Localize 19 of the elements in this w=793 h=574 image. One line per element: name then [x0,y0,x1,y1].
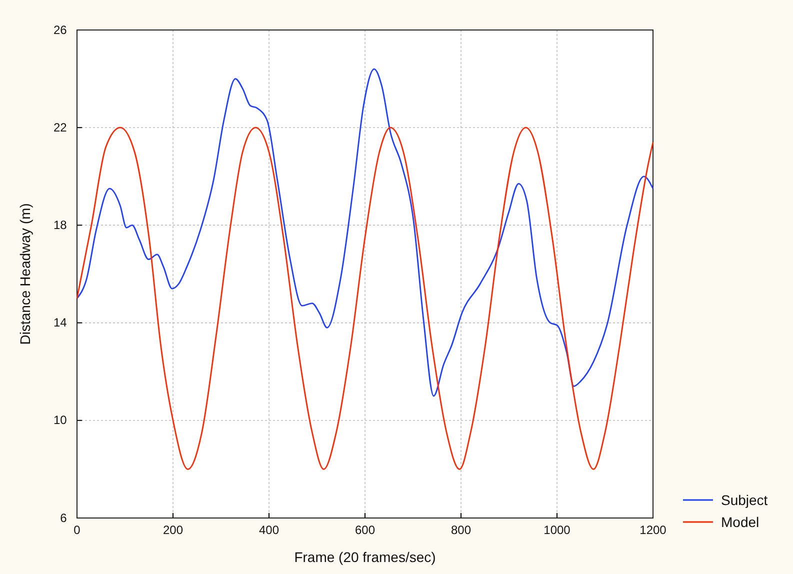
x-tick-label: 400 [258,523,280,538]
x-tick-label: 800 [450,523,472,538]
x-tick-label: 0 [74,523,81,538]
y-tick-label: 26 [53,22,68,37]
y-tick-label: 18 [53,218,68,232]
x-tick-label: 600 [354,523,376,538]
y-tick-label: 10 [53,413,68,428]
legend-label: Subject [721,492,768,508]
line-series [76,126,654,470]
y-tick-label: 22 [53,120,68,134]
x-tick-label: 1200 [640,523,667,538]
y-tick-label: 14 [53,316,68,330]
y-tick-label: 6 [60,510,68,525]
legend-label: Model [721,514,760,530]
y-axis-title: Distance Headway (m) [17,203,33,345]
line-series [76,68,654,397]
x-axis-title: Frame (20 frames/sec) [294,549,436,565]
x-tick-label: 200 [162,523,184,538]
x-tick-label: 1000 [544,523,571,538]
